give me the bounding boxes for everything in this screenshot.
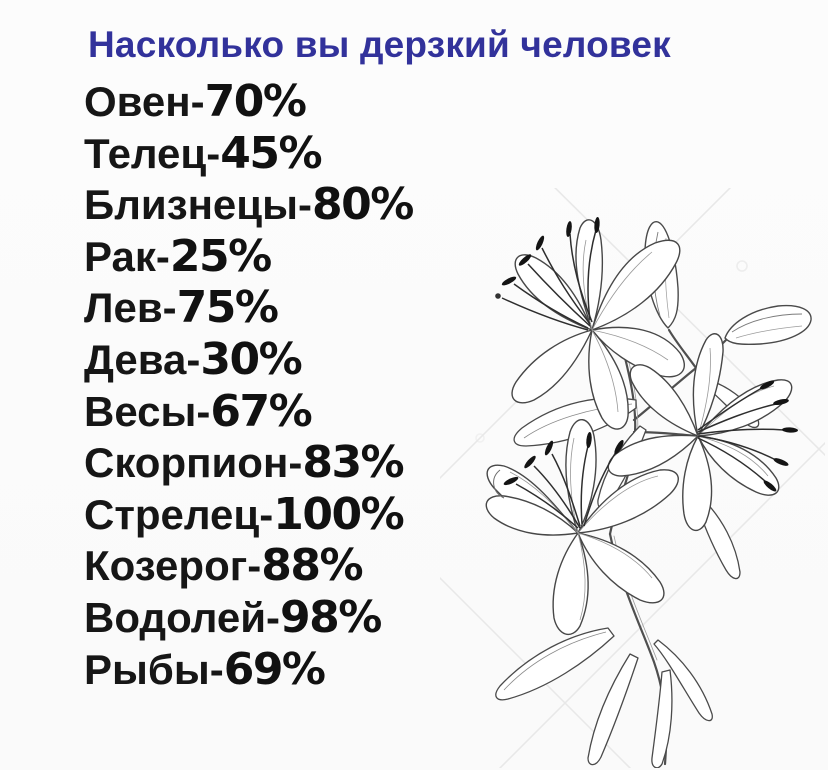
- zodiac-row-sagittarius: Стрелец-100%: [84, 489, 413, 541]
- zodiac-sign-label: Близнецы: [84, 181, 298, 229]
- separator: -: [209, 645, 224, 693]
- zodiac-percent: 98%: [280, 591, 382, 643]
- lily-anthers-top: [495, 217, 600, 299]
- zodiac-row-leo: Лев-75%: [84, 282, 413, 334]
- zodiac-percent: 83%: [302, 437, 404, 489]
- lily-illustration: [440, 188, 825, 768]
- zodiac-row-virgo: Дева-30%: [84, 334, 413, 386]
- lily-flower-bottom: [485, 419, 679, 636]
- lily-anthers-bottom: [503, 432, 624, 486]
- zodiac-row-scorpio: Скорпион-83%: [84, 437, 413, 489]
- zodiac-sign-label: Стрелец: [84, 490, 260, 538]
- lily-flower-right: [607, 333, 798, 532]
- zodiac-percent: 88%: [261, 540, 363, 592]
- zodiac-row-capricorn: Козерог-88%: [84, 540, 413, 592]
- zodiac-sign-label: Водолей: [84, 593, 267, 641]
- zodiac-percent: 80%: [311, 179, 414, 231]
- zodiac-sign-label: Козерог: [84, 542, 248, 590]
- zodiac-row-aquarius: Водолей-98%: [84, 592, 413, 644]
- zodiac-percent: 30%: [200, 333, 302, 385]
- zodiac-percent: 100%: [273, 488, 404, 540]
- lily-anthers-right: [759, 380, 798, 492]
- zodiac-percent: 25%: [169, 230, 272, 282]
- separator: -: [162, 284, 177, 332]
- zodiac-sign-label: Рак: [84, 232, 156, 280]
- lily-stamens-top: [501, 229, 597, 331]
- zodiac-row-libra: Весы-67%: [84, 386, 413, 438]
- lily-stamens-bottom: [515, 445, 617, 529]
- separator: -: [259, 490, 274, 538]
- zodiac-percent: 69%: [223, 643, 326, 695]
- zodiac-list: Овен-70% Телец-45% Близнецы-80% Рак-25% …: [84, 76, 414, 696]
- separator: -: [155, 232, 170, 280]
- zodiac-row-aries: Овен-70%: [84, 76, 413, 128]
- lily-flower-top: [495, 217, 685, 430]
- zodiac-sign-label: Весы: [84, 387, 197, 435]
- zodiac-percent: 75%: [176, 282, 279, 334]
- page-title: Насколько вы дерзкий человек: [88, 24, 671, 65]
- separator: -: [247, 542, 262, 590]
- zodiac-sign-label: Овен: [84, 78, 191, 125]
- lily-stamens-right: [697, 387, 785, 483]
- zodiac-row-gemini: Близнецы-80%: [84, 179, 414, 231]
- zodiac-sign-label: Дева: [84, 335, 187, 383]
- separator: -: [186, 335, 201, 383]
- zodiac-percent: 45%: [220, 127, 322, 179]
- separator: -: [206, 129, 221, 177]
- zodiac-row-cancer: Рак-25%: [84, 231, 413, 283]
- separator: -: [190, 78, 205, 125]
- zodiac-row-pisces: Рыбы-69%: [84, 644, 413, 696]
- separator: -: [297, 181, 312, 229]
- zodiac-percent: 67%: [210, 385, 312, 437]
- zodiac-row-taurus: Телец-45%: [84, 128, 413, 180]
- separator: -: [288, 439, 303, 487]
- separator: -: [196, 387, 211, 435]
- zodiac-sign-label: Рыбы: [84, 645, 210, 693]
- zodiac-sign-label: Скорпион: [84, 439, 289, 487]
- zodiac-sign-label: Лев: [84, 284, 163, 332]
- separator: -: [266, 593, 281, 641]
- zodiac-sign-label: Телец: [84, 129, 207, 177]
- zodiac-percent: 70%: [204, 76, 307, 127]
